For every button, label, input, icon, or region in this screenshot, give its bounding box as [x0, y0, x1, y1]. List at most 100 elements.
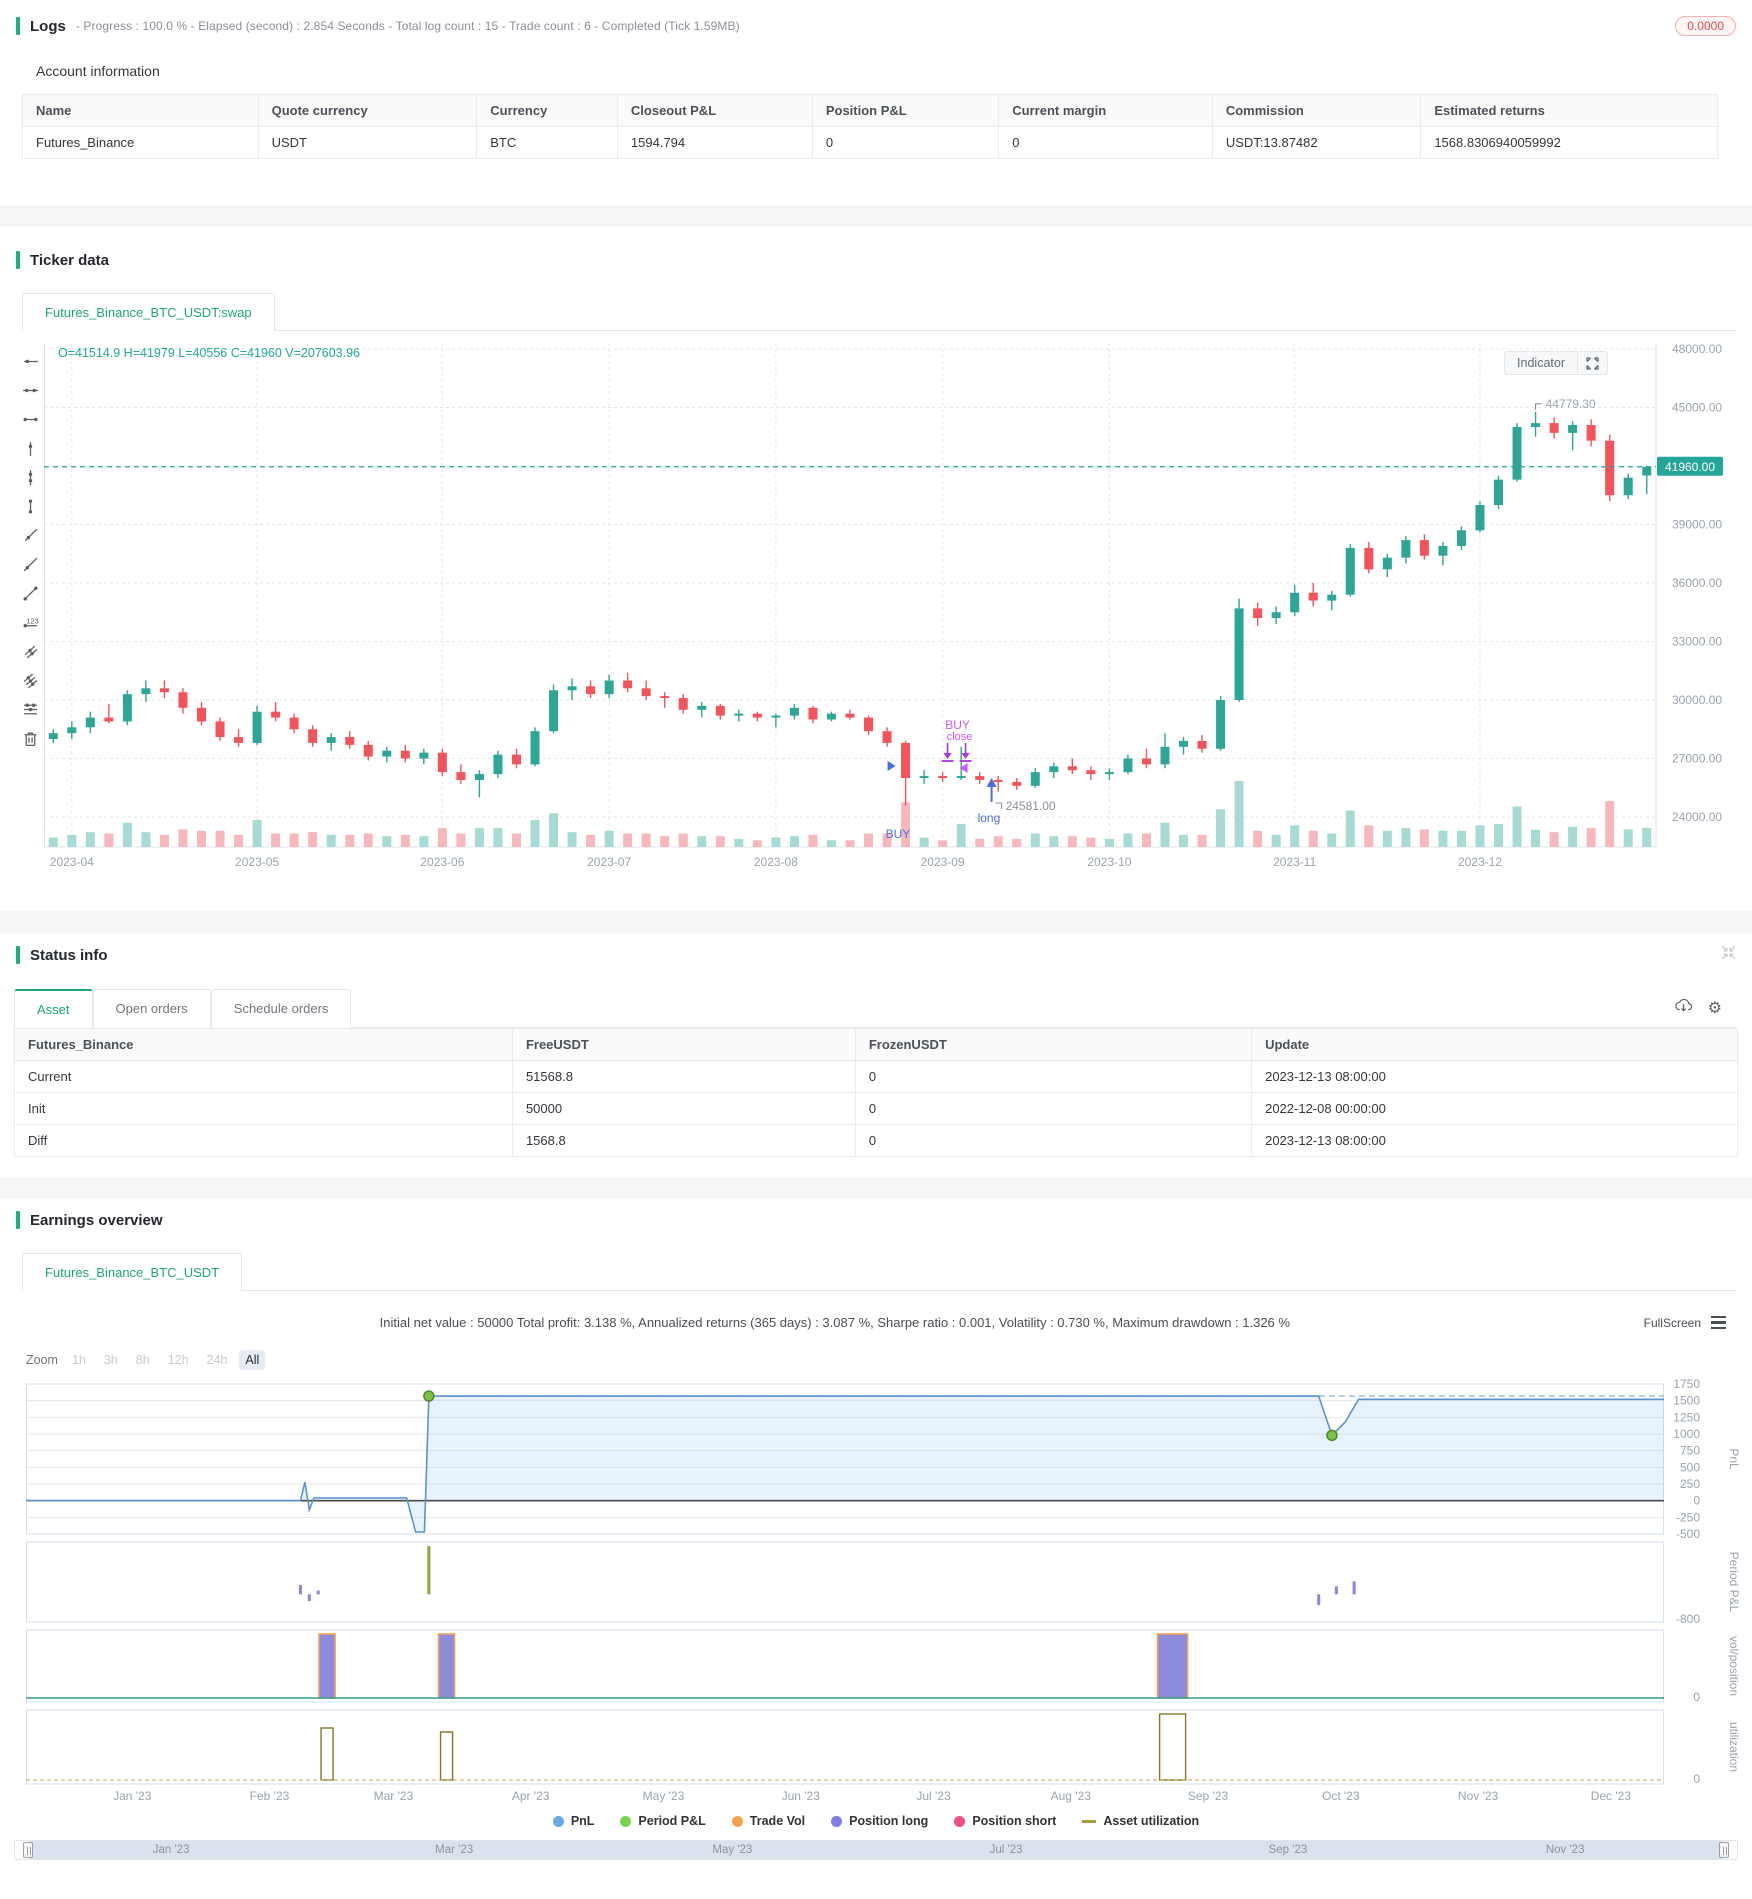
svg-text:1750: 1750	[1673, 1377, 1700, 1391]
horizontal-ray-icon[interactable]	[20, 351, 40, 371]
status-tab-schedule-orders[interactable]: Schedule orders	[210, 989, 352, 1028]
candlestick-chart[interactable]: 48000.0045000.0042000.0039000.0036000.00…	[44, 335, 1744, 883]
section-divider	[0, 911, 1752, 933]
svg-text:BUY: BUY	[886, 827, 911, 841]
legend-item-period-p-l[interactable]: Period P&L	[620, 1814, 706, 1828]
earnings-title: Earnings overview	[30, 1211, 163, 1229]
zoom-12h-button[interactable]: 12h	[167, 1353, 189, 1367]
chart-navigator[interactable]: Jan '23 Mar '23 May '23 Jul '23 Sep '23 Nov '…	[14, 1840, 1738, 1860]
account-col-header: Commission	[1211, 94, 1422, 127]
account-cell: USDT	[257, 126, 478, 159]
svg-text:BUY: BUY	[945, 718, 970, 732]
svg-text:O=41514.9 H=41979 L=40556 C=41: O=41514.9 H=41979 L=40556 C=41960 V=2076…	[58, 346, 360, 360]
svg-text:PnL: PnL	[1727, 1448, 1741, 1470]
vertical-ray-icon[interactable]	[20, 438, 40, 458]
svg-text:Dec '23: Dec '23	[1591, 1789, 1632, 1803]
zoom-1h-button[interactable]: 1h	[71, 1353, 86, 1367]
horizontal-segment-icon[interactable]	[20, 409, 40, 429]
status-section: Status info Asset Open orders Schedule ord…	[0, 933, 1752, 1177]
status-cell: 50000	[511, 1092, 856, 1125]
logs-title: Logs	[30, 17, 66, 35]
expand-chart-icon[interactable]	[1577, 352, 1607, 374]
vertical-extended-line-icon[interactable]	[20, 467, 40, 487]
trend-ray-icon[interactable]	[20, 525, 40, 545]
download-data-icon[interactable]	[1674, 998, 1692, 1018]
trend-extended-line-icon[interactable]	[20, 554, 40, 574]
status-title: Status info	[30, 946, 108, 964]
svg-text:1500: 1500	[1673, 1394, 1700, 1408]
indicator-button[interactable]: Indicator	[1504, 351, 1608, 375]
status-row-label: Diff	[14, 1124, 513, 1157]
svg-text:2023-09: 2023-09	[921, 855, 965, 869]
navigator-month-label: Jan '23	[152, 1844, 190, 1856]
legend-item-asset-utilization[interactable]: Asset utilization	[1082, 1814, 1199, 1828]
status-cell: 1568.8	[511, 1124, 856, 1157]
drawing-toolbar: 123	[20, 351, 40, 748]
svg-text:24000.00: 24000.00	[1672, 810, 1722, 824]
collapse-section-icon[interactable]	[1721, 945, 1736, 965]
svg-text:24581.00: 24581.00	[1006, 799, 1056, 813]
candlestick-chart-area[interactable]: 123 48000.0045000.0042000.0039000.003600…	[16, 335, 1736, 901]
account-col-header: Quote currency	[257, 94, 478, 127]
horizontal-levels-icon[interactable]	[20, 699, 40, 719]
status-cell: 2023-12-13 08:00:00	[1251, 1124, 1738, 1157]
status-table-row: Current 51568.8 0 2023-12-13 08:00:00	[14, 1060, 1738, 1093]
svg-text:27000.00: 27000.00	[1672, 752, 1722, 766]
earnings-chart[interactable]: 1750 1500 1250 1000 750 500 250 0 -250 -500 -800 0 0…	[26, 1376, 1748, 1808]
ticker-section: Ticker data Futures_Binance_BTC_USDT:swa…	[0, 227, 1752, 911]
legend-item-trade-vol[interactable]: Trade Vol	[731, 1814, 805, 1828]
svg-text:Period P&L: Period P&L	[1727, 1552, 1741, 1613]
zoom-24h-button[interactable]: 24h	[206, 1353, 228, 1367]
svg-text:-500: -500	[1676, 1527, 1700, 1541]
svg-text:2023-08: 2023-08	[754, 855, 798, 869]
svg-text:Apr '23: Apr '23	[512, 1789, 550, 1803]
legend-item-position-short[interactable]: Position short	[954, 1814, 1056, 1828]
parallel-lines-2-icon[interactable]	[20, 641, 40, 661]
navigator-left-handle[interactable]	[23, 1842, 33, 1858]
ticker-title: Ticker data	[30, 251, 109, 269]
legend-item-position-long[interactable]: Position long	[831, 1814, 928, 1828]
section-accent-bar	[16, 946, 20, 964]
price-label-123-icon[interactable]: 123	[20, 612, 40, 632]
svg-text:0: 0	[1693, 1690, 1700, 1704]
svg-text:May '23: May '23	[643, 1789, 685, 1803]
svg-text:33000.00: 33000.00	[1672, 635, 1722, 649]
navigator-selected-range[interactable]	[29, 1841, 1723, 1859]
svg-text:Nov '23: Nov '23	[1458, 1789, 1499, 1803]
earnings-stats-summary: Initial net value : 50000 Total profit: …	[379, 1315, 1290, 1330]
svg-text:Feb '23: Feb '23	[250, 1789, 290, 1803]
account-col-header: Current margin	[998, 94, 1213, 127]
legend-marker	[831, 1815, 843, 1827]
navigator-month-label: May '23	[712, 1844, 753, 1856]
vertical-segment-icon[interactable]	[20, 496, 40, 516]
status-tab-open-orders[interactable]: Open orders	[92, 989, 211, 1028]
settings-gear-icon[interactable]: ⚙	[1707, 1000, 1722, 1017]
legend-label: PnL	[570, 1814, 595, 1828]
trend-segment-icon[interactable]	[20, 583, 40, 603]
legend-marker	[731, 1815, 743, 1827]
indicator-label[interactable]: Indicator	[1517, 356, 1565, 370]
account-col-header: Position P&L	[811, 94, 1000, 127]
svg-text:2023-07: 2023-07	[587, 855, 631, 869]
earnings-symbol-tab[interactable]: Futures_Binance_BTC_USDT	[22, 1253, 243, 1291]
navigator-right-handle[interactable]	[1719, 1842, 1729, 1858]
legend-label: Period P&L	[638, 1814, 706, 1828]
fullscreen-button[interactable]: FullScreen	[1643, 1315, 1701, 1330]
ticker-symbol-tab[interactable]: Futures_Binance_BTC_USDT:swap	[22, 293, 275, 331]
status-cell: 0	[854, 1124, 1253, 1157]
status-table-row: Diff 1568.8 0 2023-12-13 08:00:00	[14, 1124, 1738, 1157]
zoom-3h-button[interactable]: 3h	[103, 1353, 118, 1367]
horizontal-extended-line-icon[interactable]	[20, 380, 40, 400]
parallel-lines-3-icon[interactable]	[20, 670, 40, 690]
status-tab-asset[interactable]: Asset	[14, 989, 93, 1028]
legend-item-pnl[interactable]: PnL	[552, 1814, 595, 1828]
delete-trash-icon[interactable]	[20, 728, 40, 748]
zoom-all-button[interactable]: All	[239, 1350, 266, 1370]
zoom-8h-button[interactable]: 8h	[135, 1353, 150, 1367]
status-cell: 0	[854, 1060, 1253, 1093]
section-accent-bar	[16, 251, 20, 269]
chart-menu-icon[interactable]	[1711, 1315, 1726, 1330]
status-row-label[interactable]: Current	[14, 1060, 513, 1093]
legend-label: Asset utilization	[1103, 1814, 1200, 1828]
svg-text:36000.00: 36000.00	[1672, 576, 1722, 590]
